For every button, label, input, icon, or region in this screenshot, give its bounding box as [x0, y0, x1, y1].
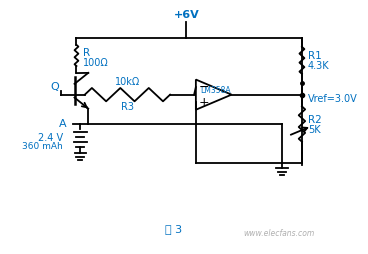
- Text: +: +: [198, 96, 209, 109]
- Text: 100Ω: 100Ω: [83, 58, 109, 68]
- Text: +6V: +6V: [173, 10, 199, 20]
- Text: 5K: 5K: [308, 125, 321, 135]
- Text: 2.4 V: 2.4 V: [38, 133, 63, 143]
- Text: Q: Q: [50, 82, 59, 92]
- Text: LM358A: LM358A: [200, 86, 231, 95]
- Text: −: −: [198, 81, 209, 94]
- Text: Vref=3.0V: Vref=3.0V: [308, 93, 358, 104]
- Text: 图 3: 图 3: [165, 224, 182, 234]
- Text: www.elecfans.com: www.elecfans.com: [244, 229, 315, 238]
- Text: R1: R1: [308, 51, 322, 61]
- Text: R2: R2: [308, 115, 322, 125]
- Text: R3: R3: [121, 103, 134, 113]
- Text: A: A: [59, 119, 67, 129]
- Text: R: R: [83, 49, 91, 58]
- Text: 10kΩ: 10kΩ: [115, 77, 140, 87]
- Text: 360 mAh: 360 mAh: [22, 142, 63, 151]
- Text: 4.3K: 4.3K: [308, 61, 329, 71]
